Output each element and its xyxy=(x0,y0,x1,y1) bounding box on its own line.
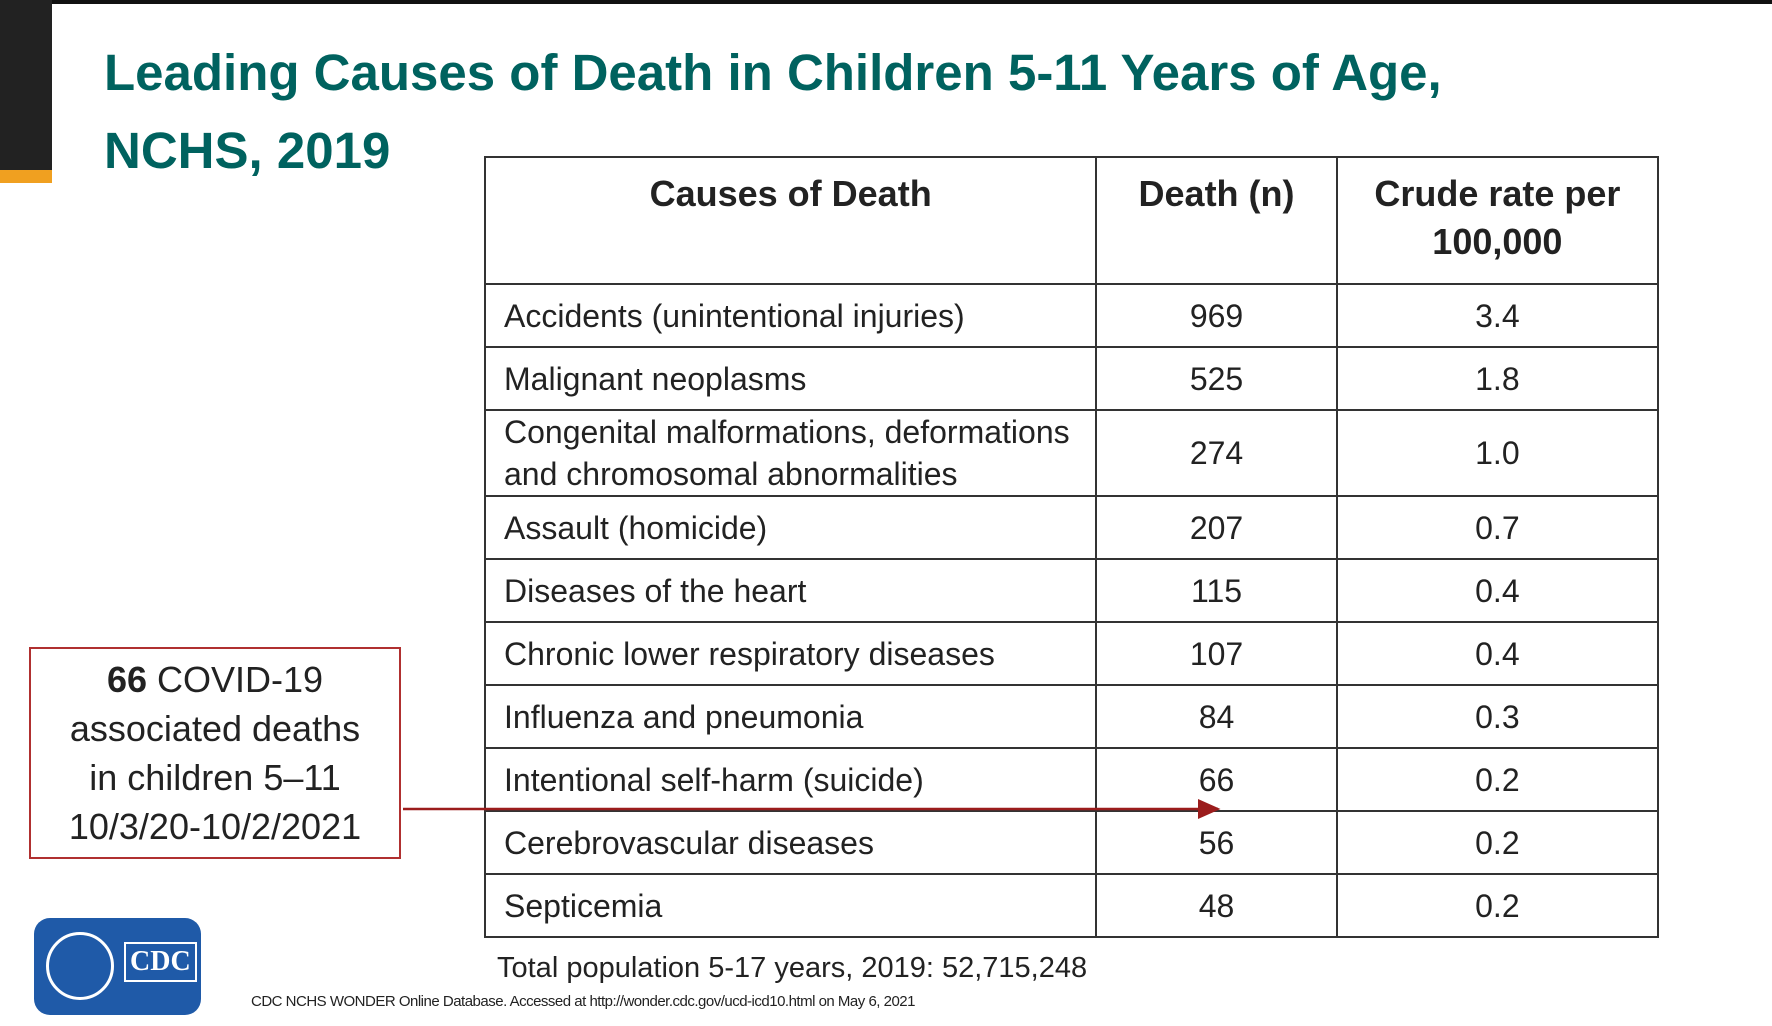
table-row: Diseases of the heart 115 0.4 xyxy=(483,558,1660,623)
callout-text: in children 5–11 xyxy=(89,757,341,798)
top-border xyxy=(0,0,1772,4)
table-cell: Intentional self-harm (suicide) xyxy=(483,747,1098,812)
column-header: Crude rate per 100,000 xyxy=(1335,156,1660,285)
table-cell: 56 xyxy=(1095,810,1338,875)
table-cell: 84 xyxy=(1095,684,1338,749)
table-row: Assault (homicide) 207 0.7 xyxy=(483,495,1660,560)
table: Causes of Death Death (n) Crude rate per 1… xyxy=(483,156,1660,938)
table-cell: Assault (homicide) xyxy=(483,495,1098,560)
table-cell: Congenital malformations, deformations a… xyxy=(483,409,1098,497)
callout-text: associated deaths xyxy=(69,708,361,749)
table-row: Congenital malformations, deformations a… xyxy=(483,409,1660,497)
callout: 66 COVID-19 associated deaths in children … xyxy=(29,647,401,859)
side-bar xyxy=(0,0,52,170)
table-cell: Cerebrovascular diseases xyxy=(483,810,1098,875)
title-line: Leading Causes of Death in Children 5-11… xyxy=(104,44,1442,101)
callout-text: 10/3/20-10/2/2021 xyxy=(68,806,362,847)
table-cell: 115 xyxy=(1095,558,1338,623)
column-header: Death (n) xyxy=(1095,156,1338,285)
table-cell: 0.3 xyxy=(1335,684,1660,749)
table-cell: 0.2 xyxy=(1335,747,1660,812)
table-row: Septicemia 48 0.2 xyxy=(483,873,1660,938)
callout-count: 66 xyxy=(106,659,147,700)
table-cell: 107 xyxy=(1095,621,1338,686)
table-cell: 66 xyxy=(1095,747,1338,812)
table-cell: Diseases of the heart xyxy=(483,558,1098,623)
table-cell: Septicemia xyxy=(483,873,1098,938)
table-row: Malignant neoplasms 525 1.8 xyxy=(483,346,1660,411)
table-cell: 0.2 xyxy=(1335,810,1660,875)
table-cell: 3.4 xyxy=(1335,283,1660,348)
table-cell: 0.4 xyxy=(1335,558,1660,623)
table-row: Influenza and pneumonia 84 0.3 xyxy=(483,684,1660,749)
table-row: Accidents (unintentional injuries) 969 3.4 xyxy=(483,283,1660,348)
header-row: Causes of Death Death (n) Crude rate per 1… xyxy=(483,156,1660,285)
table-cell: 207 xyxy=(1095,495,1338,560)
callout-text: COVID-19 xyxy=(157,659,324,700)
table-cell: 274 xyxy=(1095,409,1338,497)
table-row: Chronic lower respiratory diseases 107 0.4 xyxy=(483,621,1660,686)
table-cell: Accidents (unintentional injuries) xyxy=(483,283,1098,348)
logo-emblem xyxy=(46,932,114,1000)
column-header: Causes of Death xyxy=(483,156,1098,285)
title-line: NCHS, 2019 xyxy=(104,122,391,179)
logo-text: CDC xyxy=(124,942,197,982)
table-cell: Influenza and pneumonia xyxy=(483,684,1098,749)
table-cell: 525 xyxy=(1095,346,1338,411)
table-cell: 0.4 xyxy=(1335,621,1660,686)
table-cell: Malignant neoplasms xyxy=(483,346,1098,411)
table-cell: 0.7 xyxy=(1335,495,1660,560)
source: CDC NCHS WONDER Online Database. Accesse… xyxy=(251,993,916,1010)
cdc-logo: CDC xyxy=(34,918,201,1015)
table-cell: 969 xyxy=(1095,283,1338,348)
table-cell: Chronic lower respiratory diseases xyxy=(483,621,1098,686)
side-bar-accent xyxy=(0,170,52,183)
footnote: Total population 5-17 years, 2019: 52,71… xyxy=(497,952,1088,984)
table-cell: 1.0 xyxy=(1335,409,1660,497)
table-cell: 48 xyxy=(1095,873,1338,938)
title: Leading Causes of Death in Children 5-11… xyxy=(104,34,1442,190)
table-cell: 0.2 xyxy=(1335,873,1660,938)
table-cell: 1.8 xyxy=(1335,346,1660,411)
table-row: Intentional self-harm (suicide) 66 0.2 xyxy=(483,747,1660,812)
table-row: Cerebrovascular diseases 56 0.2 xyxy=(483,810,1660,875)
